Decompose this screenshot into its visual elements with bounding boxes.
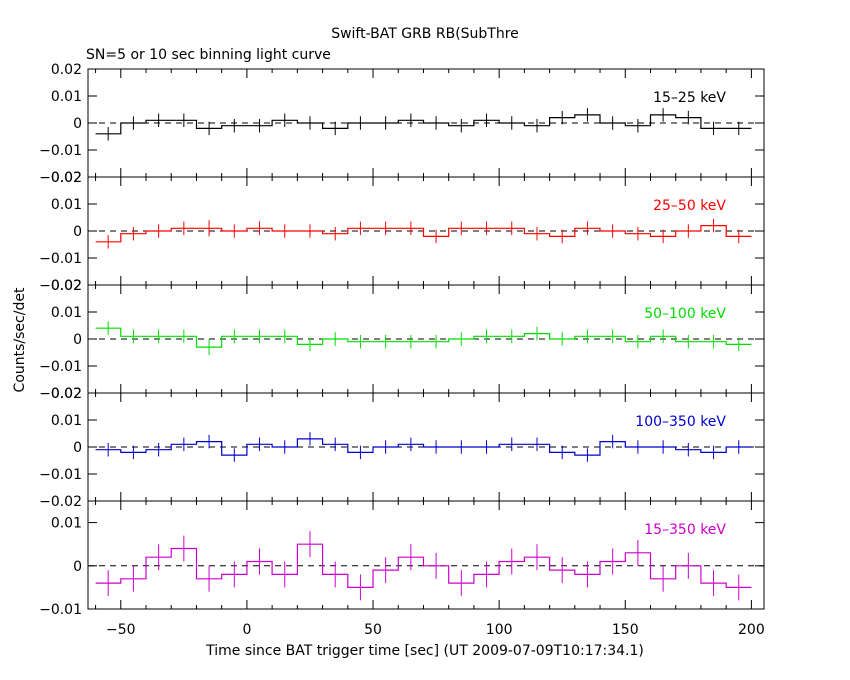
y-tick-label: 0.01 — [51, 89, 82, 105]
chart-title: Swift-BAT GRB RB(SubThre — [331, 26, 519, 42]
x-tick-labels: −50 0 50 100 150 200 — [106, 622, 765, 638]
panel-2: −0.02 −0.01 0 0.01 0.02 25–50 keV — [39, 170, 765, 294]
panel-label: 15–25 keV — [653, 90, 726, 106]
y-tick-label: 0 — [73, 116, 82, 132]
panel-frame — [87, 500, 765, 610]
y-axis-label: Counts/sec/det — [12, 287, 28, 392]
panel-1: −0.02 −0.01 0 0.01 0.02 15–25 keV — [39, 62, 765, 186]
x-axis-label: Time since BAT trigger time [sec] (UT 20… — [205, 643, 644, 659]
y-tick-label: 0.01 — [51, 413, 82, 429]
y-tick-label: −0.02 — [39, 386, 82, 402]
panels-group: −0.02 −0.01 0 0.01 0.02 15–25 keV −0.02 −0.01 0 0… — [39, 62, 765, 618]
y-tick-label: −0.01 — [39, 467, 82, 483]
y-tick-label: 0.02 — [51, 278, 82, 294]
x-tick-label: −50 — [106, 622, 136, 638]
panel-4: −0.02 −0.01 0 0.01 0.02 100–350 keV — [39, 386, 765, 510]
step-line — [95, 438, 752, 456]
x-tick-label: 0 — [242, 622, 251, 638]
x-tick-label: 50 — [364, 622, 382, 638]
y-tick-label: 0.01 — [51, 197, 82, 213]
x-tick-label: 150 — [612, 622, 639, 638]
y-tick-label: 0.02 — [51, 386, 82, 402]
y-tick-label: 0 — [73, 559, 82, 575]
y-tick-label: 0.02 — [51, 62, 82, 78]
y-tick-label: −0.01 — [39, 143, 82, 159]
panel-label: 15–350 keV — [644, 522, 726, 538]
y-tick-label: −0.02 — [39, 494, 82, 510]
panel-label: 50–100 keV — [644, 306, 726, 322]
y-tick-label: 0.02 — [51, 170, 82, 186]
panel-label: 100–350 keV — [635, 414, 726, 430]
panel-label: 25–50 keV — [653, 198, 726, 214]
y-tick-label: 0 — [73, 440, 82, 456]
y-tick-label: 0 — [73, 332, 82, 348]
panel-3: −0.02 −0.01 0 0.01 0.02 50–100 keV — [39, 278, 765, 402]
step-line — [95, 327, 752, 348]
y-tick-label: −0.01 — [39, 359, 82, 375]
y-tick-label: 0.01 — [51, 305, 82, 321]
chart-subtitle: SN=5 or 10 sec binning light curve — [86, 47, 331, 63]
y-tick-label: 0.01 — [51, 516, 82, 532]
panel-5: −0.01 0 0.01 15–350 keV — [39, 500, 765, 618]
step-line — [95, 114, 752, 135]
x-tick-label: 100 — [486, 622, 513, 638]
x-tick-label: 200 — [738, 622, 765, 638]
y-tick-label: −0.01 — [39, 602, 82, 618]
y-tick-label: 0 — [73, 224, 82, 240]
y-tick-label: −0.02 — [39, 278, 82, 294]
y-tick-label: −0.01 — [39, 251, 82, 267]
step-line — [95, 225, 752, 243]
y-tick-label: −0.02 — [39, 170, 82, 186]
